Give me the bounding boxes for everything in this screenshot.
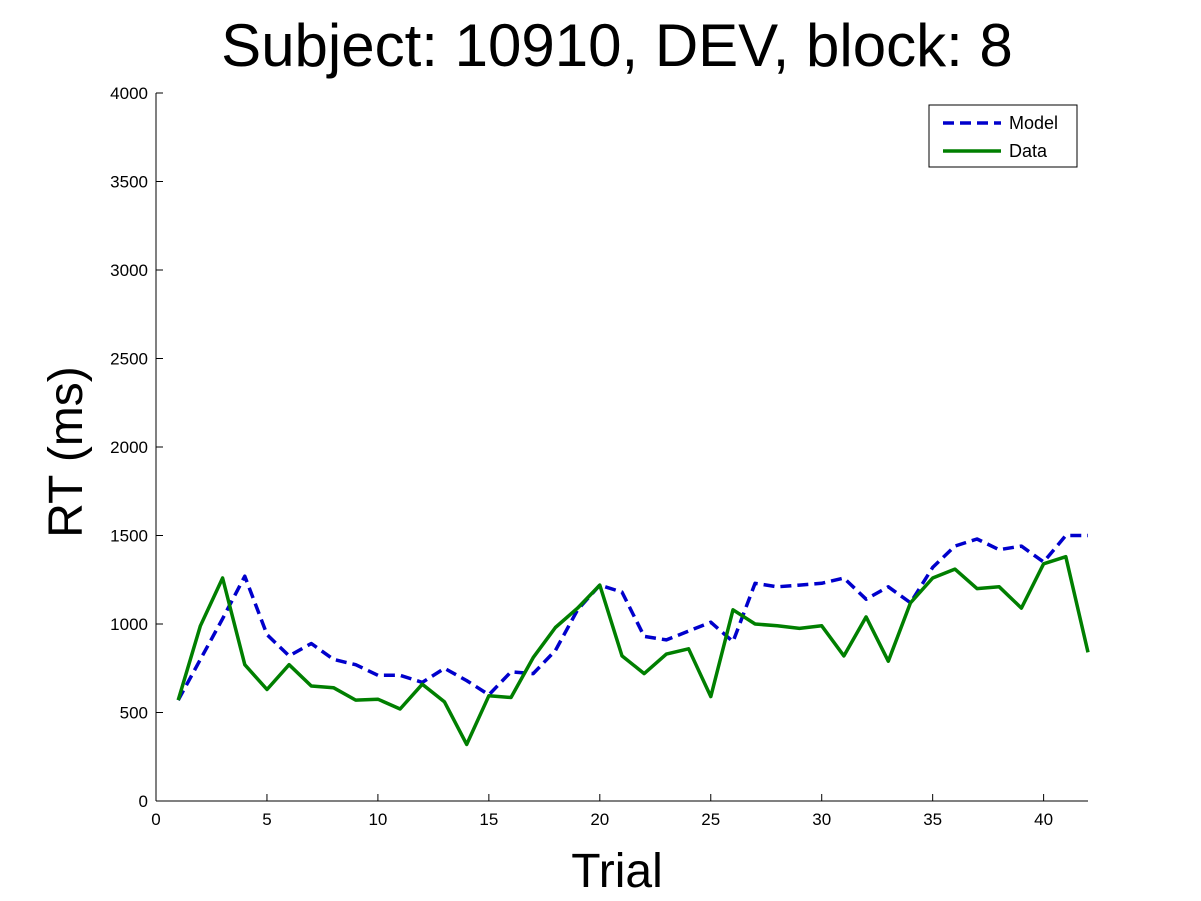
series-line-model <box>176 533 1088 701</box>
x-tick-label: 5 <box>262 810 271 829</box>
series-points-data <box>178 556 1089 745</box>
x-tick-label: 20 <box>590 810 609 829</box>
y-tick-label: 1000 <box>110 615 148 634</box>
y-tick-label: 1500 <box>110 527 148 546</box>
y-axis-label: RT (ms) <box>40 366 93 538</box>
y-tick-label: 3500 <box>110 173 148 192</box>
y-tick-label: 4000 <box>110 84 148 103</box>
legend-box <box>928 104 1078 168</box>
chart-title: Subject: 10910, DEV, block: 8 <box>221 12 1013 79</box>
legend: Model Data <box>928 104 1078 168</box>
x-axis-label: Trial <box>571 845 663 898</box>
x-tick-label: 40 <box>1034 810 1053 829</box>
series-layer <box>176 533 1090 747</box>
axes: 0 5 10 15 20 25 30 35 40 0 500 1000 1500 2000 2500 3000… <box>110 84 1088 829</box>
legend-label-data: Data <box>1009 141 1048 161</box>
x-tick-label: 15 <box>479 810 498 829</box>
legend-label-model: Model <box>1009 113 1058 133</box>
series-line-data <box>176 554 1090 747</box>
y-tick-label: 500 <box>120 704 148 723</box>
y-tick-label: 2500 <box>110 350 148 369</box>
x-tick-label: 25 <box>701 810 720 829</box>
x-tick-label: 10 <box>368 810 387 829</box>
x-tick-label: 30 <box>812 810 831 829</box>
y-tick-label: 2000 <box>110 438 148 457</box>
y-tick-label: 3000 <box>110 261 148 280</box>
y-tick-label: 0 <box>139 792 148 811</box>
x-tick-label: 0 <box>151 810 160 829</box>
x-tick-label: 35 <box>923 810 942 829</box>
